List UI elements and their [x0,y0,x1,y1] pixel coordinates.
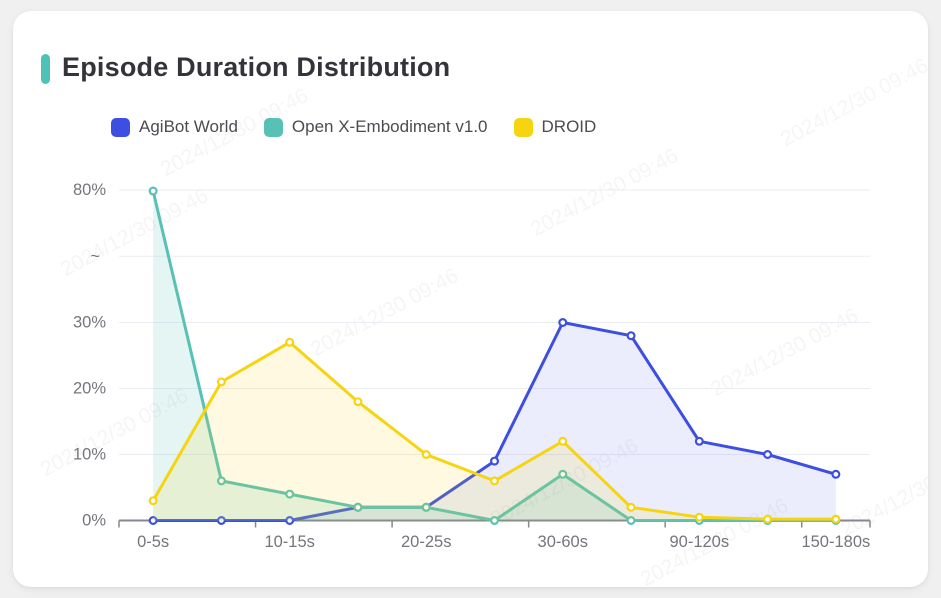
series-area [153,191,836,521]
legend-item-droid[interactable]: DROID [513,117,597,137]
data-point-marker[interactable] [216,515,226,525]
title-accent-bar [41,54,50,84]
svg-text:0-5s: 0-5s [137,533,169,551]
data-point-marker[interactable] [694,436,704,446]
svg-text:~: ~ [90,247,100,265]
data-point-marker[interactable] [626,331,636,341]
data-point-marker[interactable] [558,469,568,479]
svg-text:30-60s: 30-60s [538,533,588,551]
legend-swatch [263,117,283,137]
data-point-marker[interactable] [694,512,704,522]
chart-card: Episode Duration Distribution AgiBot Wor… [13,11,928,587]
series-agibot-world [148,318,841,525]
data-point-marker[interactable] [626,515,636,525]
data-point-marker[interactable] [763,450,773,460]
data-point-marker[interactable] [353,397,363,407]
data-point-marker[interactable] [490,515,500,525]
legend-item-open-x-embodiment-v1-0[interactable]: Open X-Embodiment v1.0 [263,117,488,137]
svg-text:10%: 10% [73,446,106,464]
legend-swatch [513,117,533,137]
chart-legend: AgiBot World Open X-Embodiment v1.0 DROID [111,117,596,137]
data-point-marker[interactable] [148,186,158,196]
data-point-marker[interactable] [285,337,295,347]
legend-label: Open X-Embodiment v1.0 [291,117,488,136]
svg-text:80%: 80% [73,181,106,199]
data-point-marker[interactable] [285,489,295,499]
svg-text:0%: 0% [82,512,106,530]
series-area [153,342,836,521]
data-point-marker[interactable] [421,502,431,512]
data-point-marker[interactable] [421,450,431,460]
page-title: Episode Duration Distribution [62,52,451,82]
series-open-x-embodiment-v1-0 [148,186,841,525]
data-point-marker[interactable] [558,436,568,446]
legend-label: AgiBot World [139,117,238,136]
data-point-marker[interactable] [216,377,226,387]
gridlines [119,189,870,455]
x-axis-labels: 0-5s 10-15s 20-25s 30-60s 90-120s 150-180s [137,533,870,551]
data-point-marker[interactable] [216,476,226,486]
data-point-marker[interactable] [148,496,158,506]
series-droid [148,337,841,524]
svg-text:150-180s: 150-180s [801,533,870,551]
svg-text:10-15s: 10-15s [264,533,314,551]
svg-text:20-25s: 20-25s [401,533,451,551]
data-point-marker[interactable] [763,514,773,524]
data-point-marker[interactable] [490,456,500,466]
legend-swatch [111,117,130,137]
legend-item-agibot-world[interactable]: AgiBot World [111,117,238,137]
data-point-marker[interactable] [831,514,841,524]
legend-label: DROID [541,117,597,136]
data-point-marker[interactable] [831,469,841,479]
data-point-marker[interactable] [490,476,500,486]
data-point-marker[interactable] [353,502,363,512]
data-point-marker[interactable] [626,502,636,512]
svg-text:30%: 30% [73,314,106,332]
svg-text:20%: 20% [73,380,106,398]
data-point-marker[interactable] [558,318,568,328]
data-point-marker[interactable] [285,515,295,525]
data-point-marker[interactable] [148,515,158,525]
y-axis-labels: 0% 10% 20% 30% ~80% [73,181,106,530]
series-area [153,322,836,521]
svg-text:90-120s: 90-120s [669,533,729,551]
